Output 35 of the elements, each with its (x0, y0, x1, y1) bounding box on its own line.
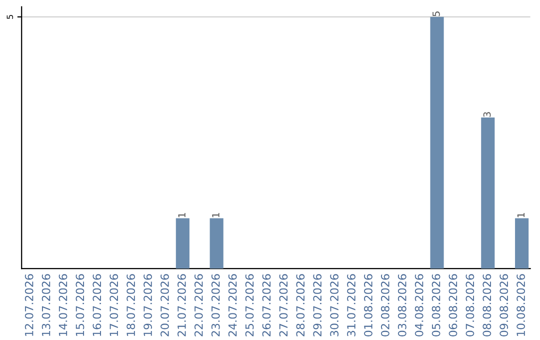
x-tick-label: 17.07.2026 (110, 274, 118, 336)
x-tick-label: 26.07.2026 (262, 274, 271, 336)
x-tick-label: 10.08.2026 (516, 274, 526, 336)
x-tick-label: 04.08.2026 (414, 274, 424, 336)
x-tick-label: 06.08.2026 (448, 274, 458, 336)
data-label: 3 (483, 112, 491, 117)
data-label: 1 (212, 212, 220, 218)
x-tick-label: 18.07.2026 (126, 274, 136, 336)
x-tick-label: 22.07.2026 (194, 274, 203, 336)
data-label: 1 (178, 212, 186, 218)
x-tick-label: 20.07.2026 (160, 274, 169, 336)
x-tick-label: 01.08.2026 (364, 274, 372, 336)
data-label: 1 (517, 212, 524, 218)
x-tick-label: 07.08.2026 (466, 274, 474, 336)
x-tick-label: 30.07.2026 (330, 274, 339, 336)
x-tick-label: 13.07.2026 (42, 274, 50, 336)
x-tick-label: 31.07.2026 (347, 274, 356, 336)
x-tick-label: 08.08.2026 (482, 274, 492, 336)
data-label: 5 (432, 12, 440, 16)
x-tick-label: 23.07.2026 (211, 274, 220, 336)
x-tick-label: 16.07.2026 (92, 274, 102, 336)
x-tick-label: 02.08.2026 (380, 274, 390, 336)
x-tick-label: 24.07.2026 (228, 274, 237, 336)
x-tick-label: 03.08.2026 (398, 274, 406, 336)
x-tick-label: 15.07.2026 (76, 274, 84, 336)
x-tick-label: 14.07.2026 (58, 274, 68, 336)
x-tick-label: 28.07.2026 (296, 274, 305, 336)
x-tick-label: 25.07.2026 (245, 274, 254, 336)
x-tick-label: 21.07.2026 (178, 274, 186, 336)
x-tick-label: 05.08.2026 (432, 274, 440, 336)
x-tick-label: 12.07.2026 (24, 274, 34, 336)
x-tick-label: 29.07.2026 (313, 274, 322, 336)
x-tick-label: 19.07.2026 (144, 274, 152, 336)
x-tick-label: 27.07.2026 (279, 274, 288, 336)
x-tick-label: 09.08.2026 (500, 274, 508, 336)
